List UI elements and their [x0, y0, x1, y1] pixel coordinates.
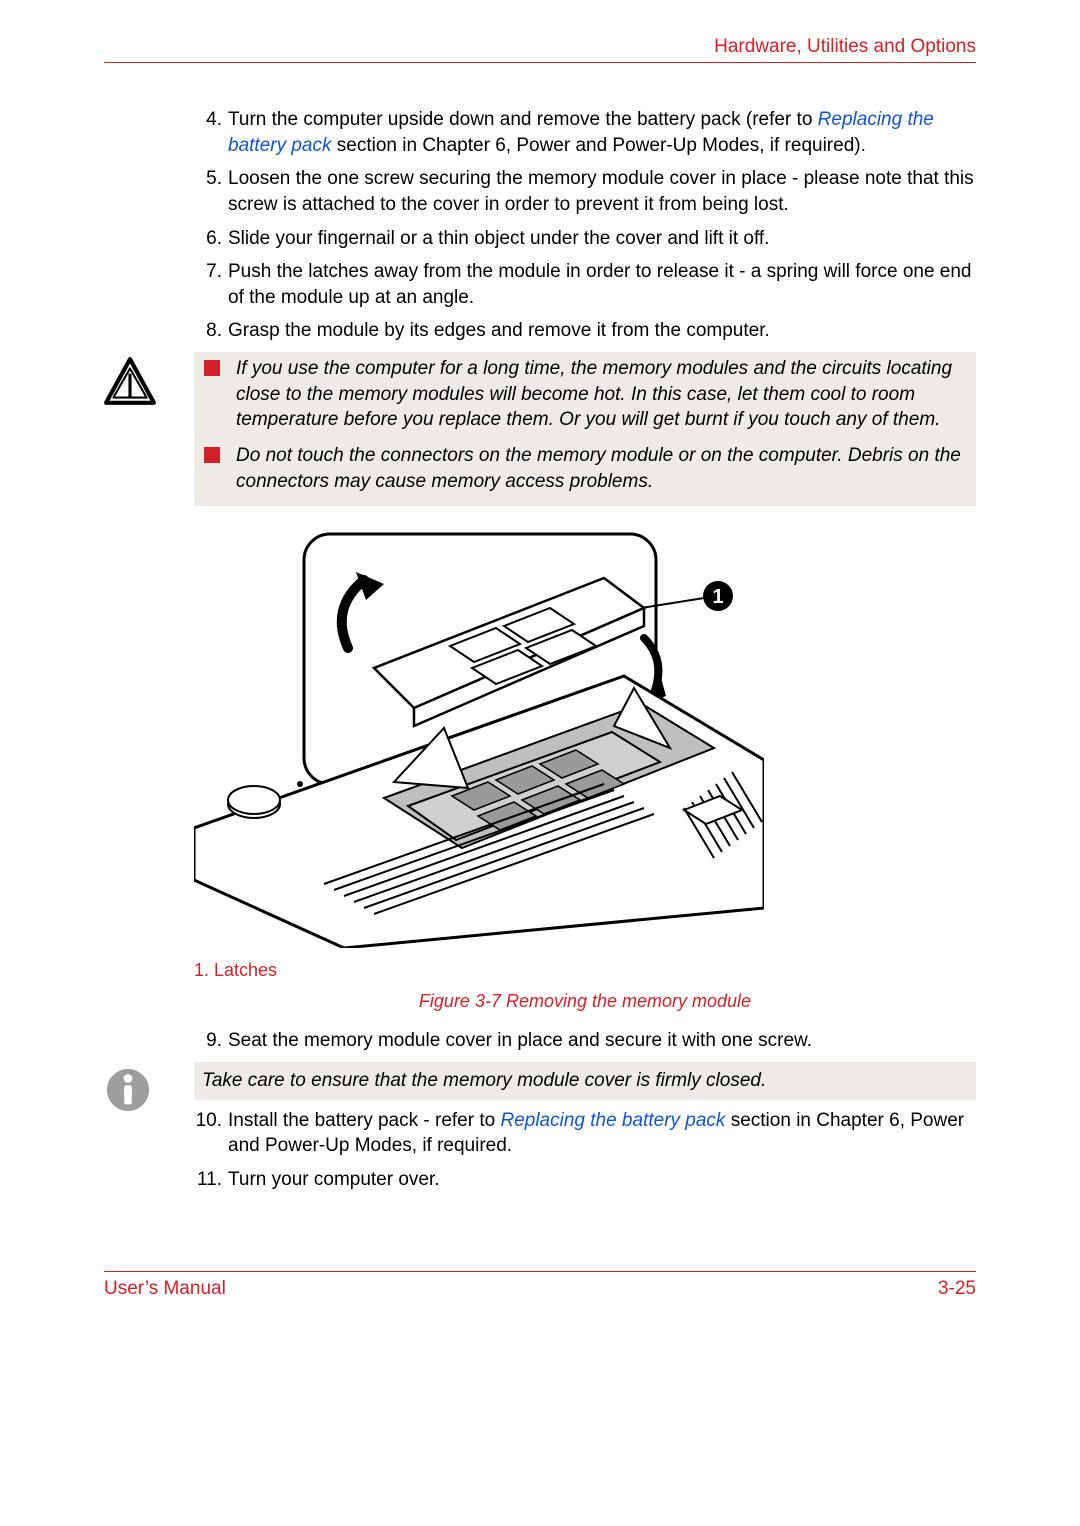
memory-module-illustration: 1	[194, 528, 764, 948]
step-list-b: 9. Seat the memory module cover in place…	[194, 1028, 976, 1054]
step-item: 4. Turn the computer upside down and rem…	[194, 107, 976, 158]
figure-caption: Figure 3-7 Removing the memory module	[194, 991, 976, 1012]
step-text-pre: Install the battery pack - refer to	[228, 1110, 500, 1131]
step-item: 5. Loosen the one screw securing the mem…	[194, 166, 976, 217]
caution-triangle-icon	[104, 356, 156, 408]
footer-left: User’s Manual	[104, 1278, 226, 1300]
info-text: Take care to ensure that the memory modu…	[202, 1068, 968, 1094]
figure-legend: 1. Latches	[194, 960, 976, 981]
step-text-post: section in Chapter 6, Power and Power-Up…	[332, 135, 866, 156]
step-number: 6.	[194, 226, 222, 252]
callout-badge-number: 1	[712, 586, 723, 608]
step-text: Seat the memory module cover in place an…	[228, 1030, 812, 1051]
step-number: 10.	[194, 1108, 222, 1134]
caution-body: If you use the computer for a long time,…	[194, 352, 976, 506]
caution-callout: If you use the computer for a long time,…	[104, 352, 976, 506]
step-list-a: 4. Turn the computer upside down and rem…	[194, 107, 976, 344]
step-text: Push the latches away from the module in…	[228, 261, 972, 308]
step-item: 9. Seat the memory module cover in place…	[194, 1028, 976, 1054]
caution-list: If you use the computer for a long time,…	[202, 356, 968, 494]
footer-right: 3-25	[938, 1278, 976, 1300]
step-text: Slide your fingernail or a thin object u…	[228, 228, 769, 249]
section-title: Hardware, Utilities and Options	[714, 36, 976, 57]
manual-page: Hardware, Utilities and Options 4. Turn …	[0, 0, 1080, 1526]
step-text: Loosen the one screw securing the memory…	[228, 168, 974, 215]
step-number: 5.	[194, 166, 222, 192]
step-text-pre: Turn the computer upside down and remove…	[228, 109, 818, 130]
step-item: 11. Turn your computer over.	[194, 1167, 976, 1193]
running-header: Hardware, Utilities and Options	[104, 36, 976, 63]
page-footer: User’s Manual 3-25	[104, 1271, 976, 1300]
step-text: Grasp the module by its edges and remove…	[228, 320, 770, 341]
battery-link[interactable]: Replacing the battery pack	[500, 1110, 725, 1131]
step-number: 9.	[194, 1028, 222, 1054]
step-number: 7.	[194, 259, 222, 285]
step-item: 8. Grasp the module by its edges and rem…	[194, 318, 976, 344]
info-callout: Take care to ensure that the memory modu…	[104, 1062, 976, 1100]
step-number: 11.	[194, 1167, 222, 1193]
info-body: Take care to ensure that the memory modu…	[194, 1062, 976, 1100]
step-text: Turn your computer over.	[228, 1169, 440, 1190]
caution-item: Do not touch the connectors on the memor…	[202, 443, 968, 494]
main-content: 4. Turn the computer upside down and rem…	[194, 107, 976, 1193]
caution-item: If you use the computer for a long time,…	[202, 356, 968, 433]
step-list-c: 10. Install the battery pack - refer to …	[194, 1108, 976, 1193]
info-icon	[104, 1066, 156, 1118]
step-item: 10. Install the battery pack - refer to …	[194, 1108, 976, 1159]
step-item: 6. Slide your fingernail or a thin objec…	[194, 226, 976, 252]
step-item: 7. Push the latches away from the module…	[194, 259, 976, 310]
step-number: 4.	[194, 107, 222, 133]
figure-3-7: 1	[194, 528, 976, 948]
step-number: 8.	[194, 318, 222, 344]
